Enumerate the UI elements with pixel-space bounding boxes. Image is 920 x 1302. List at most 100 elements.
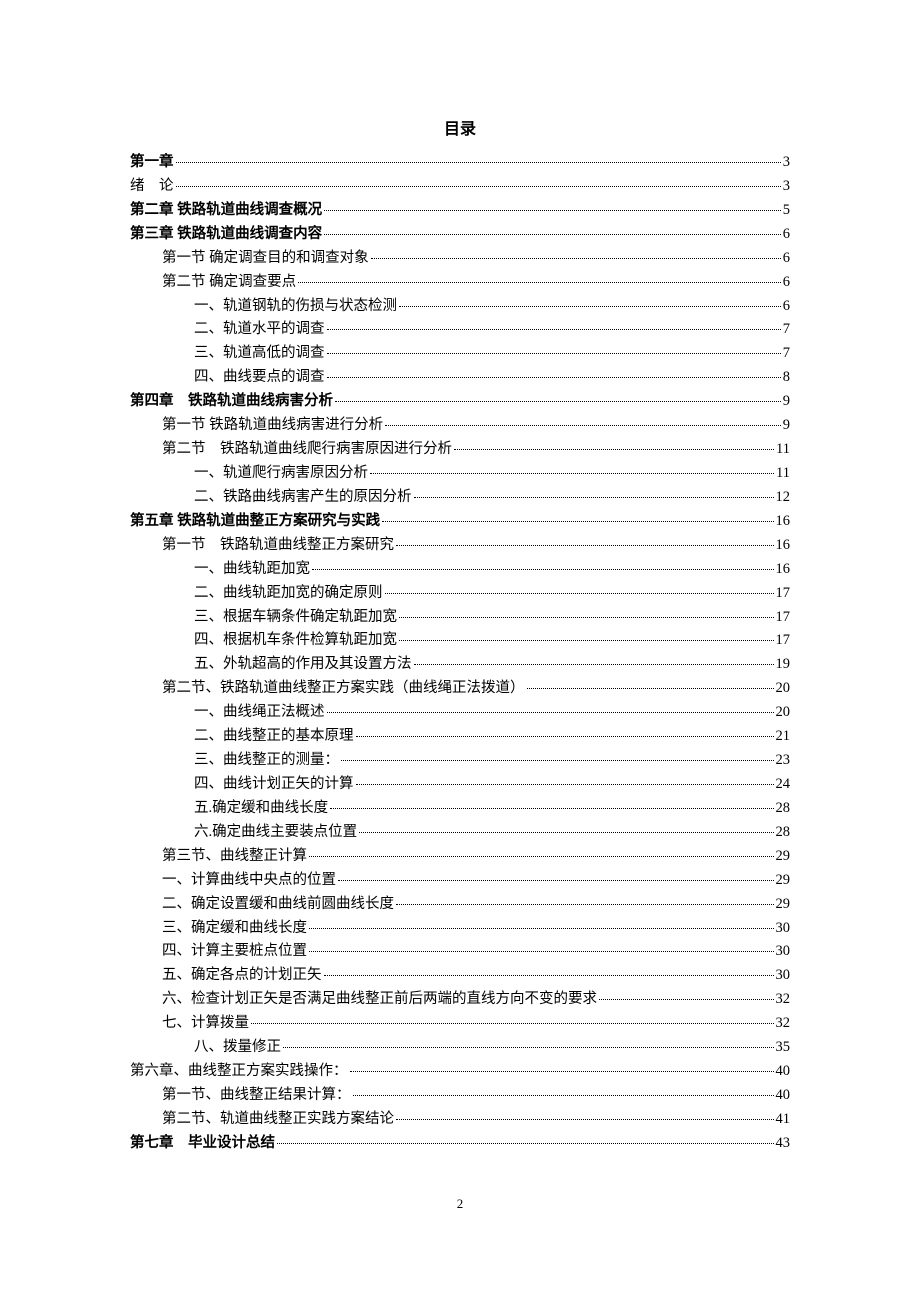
toc-leader-dots xyxy=(324,210,781,211)
toc-entry-page: 11 xyxy=(776,438,790,462)
toc-entry-page: 3 xyxy=(783,151,790,175)
table-of-contents: 第一章3绪 论3第二章 铁路轨道曲线调查概况5第三章 铁路轨道曲线调查内容6第一… xyxy=(130,151,790,1156)
toc-entry-page: 29 xyxy=(776,893,791,917)
toc-leader-dots xyxy=(324,975,774,976)
toc-entry: 第二节、轨道曲线整正实践方案结论 41 xyxy=(130,1108,790,1132)
toc-entry-label: 第二节 铁路轨道曲线爬行病害原因进行分析 xyxy=(162,438,452,462)
toc-entry: 二、确定设置缓和曲线前圆曲线长度 29 xyxy=(130,893,790,917)
toc-entry-label: 第三章 铁路轨道曲线调查内容 xyxy=(130,223,322,247)
toc-entry: 一、曲线轨距加宽16 xyxy=(130,558,790,582)
toc-entry-label: 六.确定曲线主要装点位置 xyxy=(194,821,357,845)
toc-entry: 五、确定各点的计划正矢30 xyxy=(130,964,790,988)
toc-entry-label: 四、计算主要桩点位置 xyxy=(162,940,307,964)
toc-entry-page: 29 xyxy=(776,845,791,869)
toc-entry-label: 一、轨道爬行病害原因分析 xyxy=(194,462,368,486)
toc-entry-page: 16 xyxy=(776,510,791,534)
toc-leader-dots xyxy=(399,640,774,641)
toc-entry-label: 第五章 铁路轨道曲整正方案研究与实践 xyxy=(130,510,380,534)
toc-entry-label: 一、计算曲线中央点的位置 xyxy=(162,869,336,893)
toc-entry: 第二节 确定调查要点6 xyxy=(130,271,790,295)
toc-entry-label: 五.确定缓和曲线长度 xyxy=(194,797,328,821)
toc-leader-dots xyxy=(527,688,774,689)
toc-entry: 五.确定缓和曲线长度 28 xyxy=(130,797,790,821)
toc-entry-page: 43 xyxy=(776,1132,791,1156)
toc-entry: 第三节、曲线整正计算 29 xyxy=(130,845,790,869)
toc-entry-page: 20 xyxy=(776,701,791,725)
toc-entry-page: 7 xyxy=(783,318,790,342)
toc-entry-page: 30 xyxy=(776,917,791,941)
toc-entry-page: 24 xyxy=(776,773,791,797)
toc-entry-page: 17 xyxy=(776,582,791,606)
toc-entry-label: 一、轨道钢轨的伤损与状态检测 xyxy=(194,295,397,319)
toc-entry-page: 41 xyxy=(776,1108,791,1132)
toc-title: 目录 xyxy=(130,115,790,139)
toc-entry-label: 第四章 铁路轨道曲线病害分析 xyxy=(130,390,333,414)
toc-entry-page: 35 xyxy=(776,1036,791,1060)
toc-entry-label: 第三节、曲线整正计算 xyxy=(162,845,307,869)
toc-entry-page: 8 xyxy=(783,366,790,390)
toc-entry-label: 绪 论 xyxy=(130,175,174,199)
toc-leader-dots xyxy=(312,569,774,570)
toc-entry: 四、计算主要桩点位置 30 xyxy=(130,940,790,964)
toc-leader-dots xyxy=(176,186,781,187)
toc-leader-dots xyxy=(414,497,774,498)
toc-leader-dots xyxy=(396,904,774,905)
toc-entry: 第五章 铁路轨道曲整正方案研究与实践 16 xyxy=(130,510,790,534)
toc-entry: 六、检查计划正矢是否满足曲线整正前后两端的直线方向不变的要求32 xyxy=(130,988,790,1012)
toc-entry-page: 6 xyxy=(783,271,790,295)
toc-entry-page: 11 xyxy=(776,462,790,486)
toc-entry-label: 二、曲线整正的基本原理 xyxy=(194,725,354,749)
toc-leader-dots xyxy=(327,712,774,713)
toc-leader-dots xyxy=(283,1047,774,1048)
toc-entry-page: 30 xyxy=(776,940,791,964)
toc-leader-dots xyxy=(324,234,781,235)
toc-entry: 二、曲线轨距加宽的确定原则17 xyxy=(130,582,790,606)
toc-leader-dots xyxy=(341,760,774,761)
toc-leader-dots xyxy=(277,1143,774,1144)
toc-entry-label: 二、轨道水平的调查 xyxy=(194,318,325,342)
toc-leader-dots xyxy=(396,1119,774,1120)
toc-entry: 四、根据机车条件检算轨距加宽17 xyxy=(130,629,790,653)
toc-leader-dots xyxy=(309,856,774,857)
toc-entry-label: 五、确定各点的计划正矢 xyxy=(162,964,322,988)
toc-entry: 一、轨道钢轨的伤损与状态检测6 xyxy=(130,295,790,319)
toc-entry: 三、根据车辆条件确定轨距加宽17 xyxy=(130,606,790,630)
toc-entry-page: 20 xyxy=(776,677,791,701)
toc-leader-dots xyxy=(327,329,781,330)
toc-entry-page: 29 xyxy=(776,869,791,893)
toc-leader-dots xyxy=(251,1023,774,1024)
toc-leader-dots xyxy=(399,306,781,307)
toc-entry-page: 7 xyxy=(783,342,790,366)
toc-entry: 第一节 铁路轨道曲线整正方案研究16 xyxy=(130,534,790,558)
toc-entry-label: 五、外轨超高的作用及其设置方法 xyxy=(194,653,412,677)
toc-leader-dots xyxy=(353,1095,774,1096)
toc-entry-page: 32 xyxy=(776,1012,791,1036)
toc-leader-dots xyxy=(309,951,774,952)
toc-entry-label: 第二节、轨道曲线整正实践方案结论 xyxy=(162,1108,394,1132)
toc-leader-dots xyxy=(385,593,774,594)
toc-entry-page: 23 xyxy=(776,749,791,773)
toc-entry-page: 40 xyxy=(776,1060,791,1084)
toc-entry-label: 二、确定设置缓和曲线前圆曲线长度 xyxy=(162,893,394,917)
toc-entry-label: 二、铁路曲线病害产生的原因分析 xyxy=(194,486,412,510)
toc-entry-label: 四、曲线计划正矢的计算 xyxy=(194,773,354,797)
toc-entry: 第一节 铁路轨道曲线病害进行分析9 xyxy=(130,414,790,438)
toc-entry-label: 六、检查计划正矢是否满足曲线整正前后两端的直线方向不变的要求 xyxy=(162,988,597,1012)
toc-entry-page: 28 xyxy=(776,797,791,821)
toc-entry-label: 第七章 毕业设计总结 xyxy=(130,1132,275,1156)
toc-leader-dots xyxy=(330,808,773,809)
toc-entry-page: 9 xyxy=(783,390,790,414)
toc-entry-label: 第一节 确定调查目的和调查对象 xyxy=(162,247,369,271)
toc-entry: 五、外轨超高的作用及其设置方法19 xyxy=(130,653,790,677)
toc-entry: 第二章 铁路轨道曲线调查概况5 xyxy=(130,199,790,223)
toc-entry: 四、曲线要点的调查8 xyxy=(130,366,790,390)
toc-leader-dots xyxy=(335,401,781,402)
toc-entry-page: 17 xyxy=(776,606,791,630)
toc-entry-page: 5 xyxy=(783,199,790,223)
toc-entry-label: 四、根据机车条件检算轨距加宽 xyxy=(194,629,397,653)
toc-entry-page: 6 xyxy=(783,247,790,271)
toc-entry: 第三章 铁路轨道曲线调查内容6 xyxy=(130,223,790,247)
toc-leader-dots xyxy=(309,928,774,929)
toc-entry: 六.确定曲线主要装点位置28 xyxy=(130,821,790,845)
toc-entry-page: 21 xyxy=(776,725,791,749)
